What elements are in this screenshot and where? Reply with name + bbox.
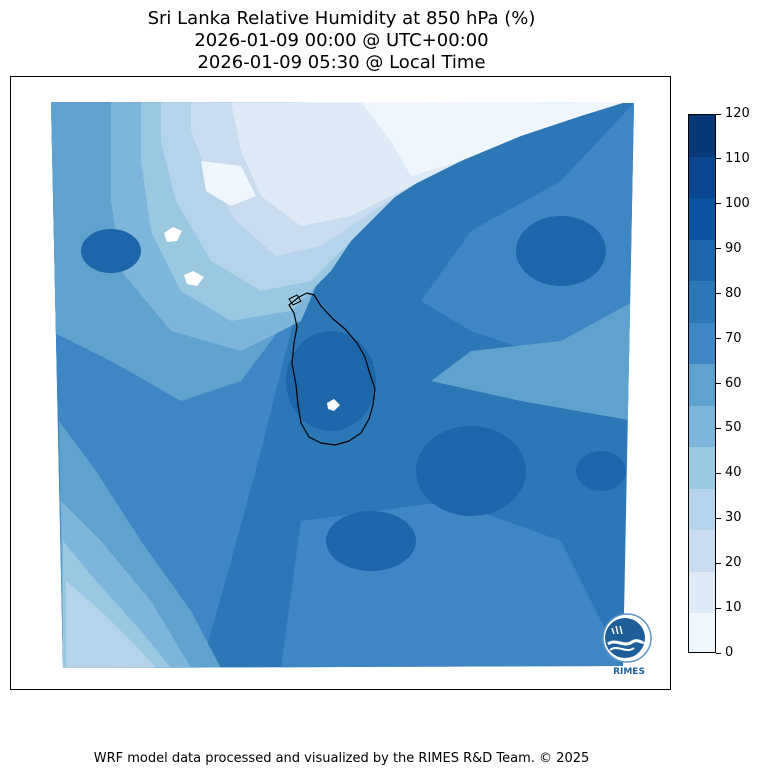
colorbar <box>688 114 716 653</box>
map-frame <box>10 76 671 690</box>
colorbar-tick-label: 60 <box>725 375 742 391</box>
colorbar-segment <box>689 571 715 614</box>
colorbar-segment <box>689 488 715 531</box>
humidity-band-60-east <box>431 301 634 421</box>
logo-text: RIMES <box>613 667 645 677</box>
colorbar-tick-label: 10 <box>725 600 742 616</box>
moist-cell-east <box>416 426 526 516</box>
colorbar-segment <box>689 363 715 406</box>
colorbar-tick <box>716 248 721 250</box>
colorbar-tick <box>716 652 721 654</box>
colorbar-tick <box>716 427 721 429</box>
colorbar-tick-label: 90 <box>725 240 742 256</box>
colorbar-segment <box>689 280 715 323</box>
moist-cell-northeast <box>516 216 606 286</box>
moist-cell-south <box>326 511 416 571</box>
colorbar-tick <box>716 517 721 519</box>
colorbar-segment <box>689 612 715 652</box>
colorbar-tick-label: 80 <box>725 285 742 301</box>
colorbar-tick <box>716 158 721 160</box>
chart-title-line-2: 2026-01-09 00:00 @ UTC+00:00 <box>194 30 489 51</box>
colorbar-tick-label: 40 <box>725 465 742 481</box>
colorbar-segment <box>689 529 715 572</box>
colorbar-tick-label: 50 <box>725 420 742 436</box>
colorbar-tick <box>716 293 721 295</box>
colorbar-tick-label: 100 <box>725 195 750 211</box>
missing-data-patch-1 <box>164 227 182 242</box>
footer-credit: WRF model data processed and visualized … <box>93 751 590 766</box>
chart-title-line-3: 2026-01-09 05:30 @ Local Time <box>197 52 486 73</box>
colorbar-segment <box>689 239 715 282</box>
colorbar-tick <box>716 113 721 115</box>
colorbar-segment <box>689 156 715 199</box>
colorbar-segment <box>689 197 715 240</box>
colorbar-tick <box>716 607 721 609</box>
colorbar-segment <box>689 115 715 157</box>
humidity-map <box>51 102 634 668</box>
colorbar-tick-label: 120 <box>725 106 750 121</box>
colorbar-tick-label: 110 <box>725 150 750 166</box>
colorbar-tick-label: 20 <box>725 555 742 571</box>
colorbar-tick-label: 0 <box>725 645 734 660</box>
rimes-logo: RIMES <box>602 613 652 677</box>
colorbar-tick <box>716 562 721 564</box>
colorbar-segment <box>689 446 715 489</box>
colorbar-tick <box>716 338 721 340</box>
missing-data-patch-2 <box>184 271 204 286</box>
humidity-band-0-patch <box>201 161 256 206</box>
colorbar-segment <box>689 405 715 448</box>
sri-lanka-coastline <box>288 292 376 446</box>
chart-title-line-1: Sri Lanka Relative Humidity at 850 hPa (… <box>147 8 536 29</box>
colorbar-tick-label: 70 <box>725 330 742 346</box>
colorbar-segment <box>689 322 715 365</box>
humidity-band-0-dry-tongue <box>361 102 626 176</box>
colorbar-tick <box>716 472 721 474</box>
colorbar-tick <box>716 203 721 205</box>
humidity-band-30-southwest <box>66 581 156 668</box>
jaffna-peninsula-outline <box>288 294 302 306</box>
colorbar-tick-label: 30 <box>725 510 742 526</box>
missing-data-patch-3 <box>327 399 340 411</box>
moist-cell-far-southeast <box>576 451 626 491</box>
moist-cell-island <box>286 331 376 431</box>
colorbar-tick <box>716 383 721 384</box>
moist-cell-west <box>81 229 141 273</box>
